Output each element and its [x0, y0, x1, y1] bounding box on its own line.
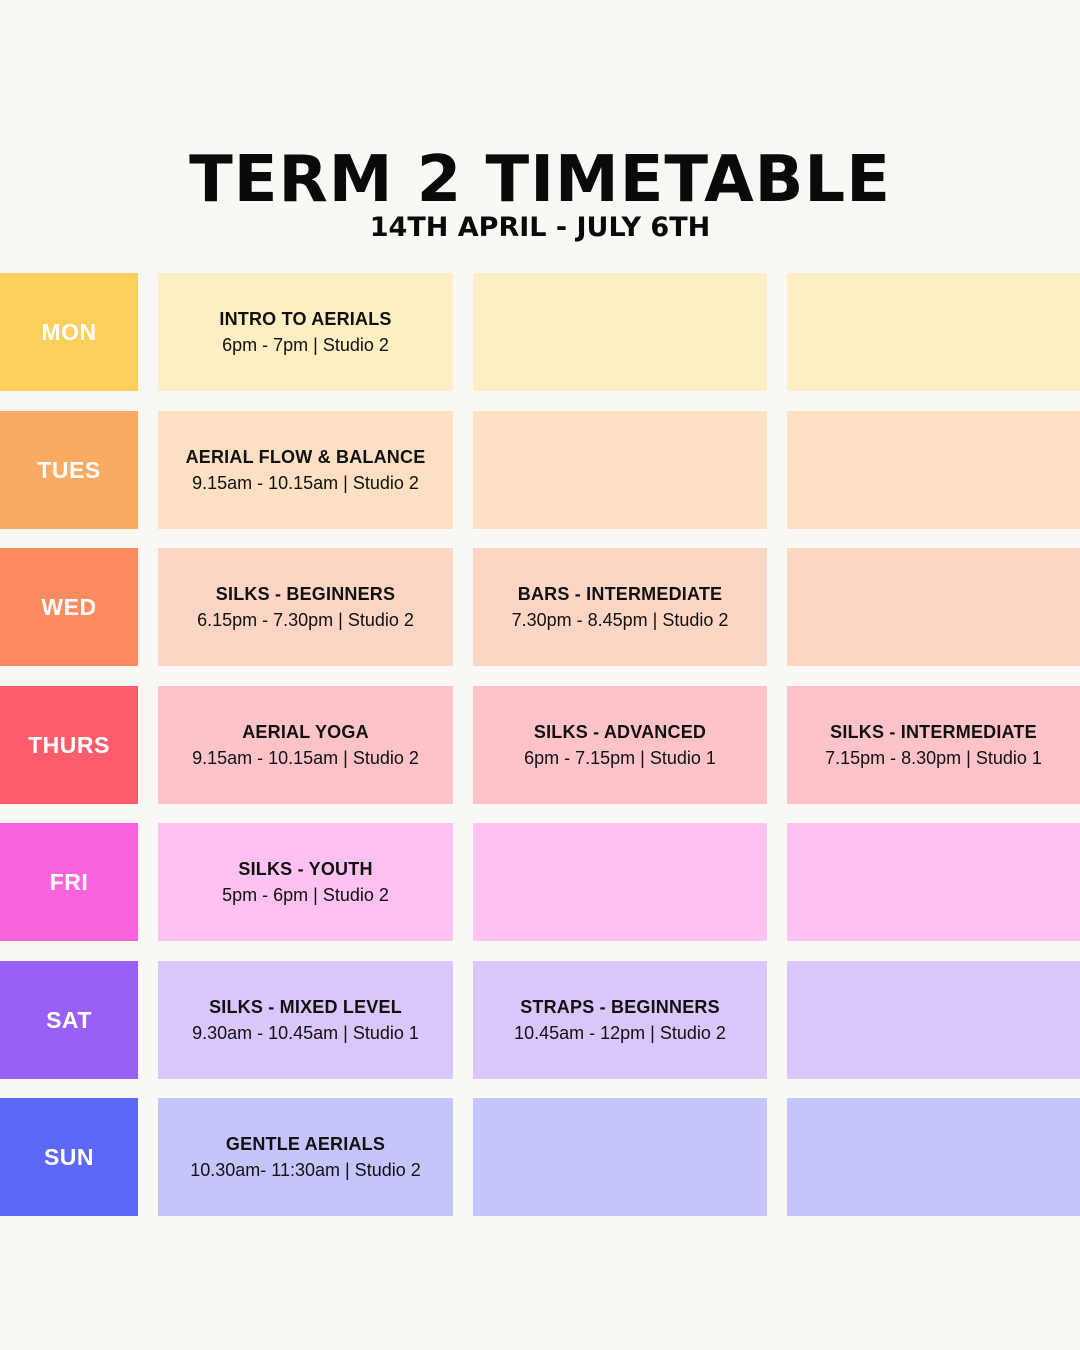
- day-row-fri: FRI SILKS - YOUTH 5pm - 6pm | Studio 2: [0, 823, 1080, 941]
- class-slot: AERIAL FLOW & BALANCE 9.15am - 10.15am | …: [158, 411, 453, 529]
- class-slot: STRAPS - BEGINNERS 10.45am - 12pm | Studi…: [473, 961, 767, 1079]
- empty-slot: [473, 823, 767, 941]
- page-title: TERM 2 TIMETABLE: [189, 143, 891, 217]
- class-name: SILKS - ADVANCED: [533, 722, 707, 742]
- class-name: GENTLE AERIALS: [225, 1134, 386, 1154]
- class-name: INTRO TO AERIALS: [219, 309, 392, 329]
- class-time-studio: 6pm - 7pm | Studio 2: [222, 335, 389, 355]
- empty-slot: [787, 411, 1080, 529]
- class-slot: INTRO TO AERIALS 6pm - 7pm | Studio 2: [158, 273, 453, 391]
- day-row-sat: SAT SILKS - MIXED LEVEL 9.30am - 10.45am |…: [0, 961, 1080, 1079]
- day-label: SUN: [0, 1098, 138, 1216]
- empty-slot: [787, 1098, 1080, 1216]
- class-name: SILKS - INTERMEDIATE: [830, 722, 1037, 742]
- day-label: TUES: [0, 411, 138, 529]
- class-slot: AERIAL YOGA 9.15am - 10.15am | Studio 2: [158, 686, 453, 804]
- class-name: AERIAL YOGA: [242, 722, 369, 742]
- day-label: THURS: [0, 686, 138, 804]
- class-time-studio: 5pm - 6pm | Studio 2: [222, 885, 389, 905]
- class-time-studio: 9.30am - 10.45am | Studio 1: [192, 1023, 419, 1043]
- class-time-studio: 9.15am - 10.15am | Studio 2: [192, 473, 419, 493]
- class-time-studio: 7.15pm - 8.30pm | Studio 1: [825, 748, 1042, 768]
- class-time-studio: 6pm - 7.15pm | Studio 1: [524, 748, 716, 768]
- class-time-studio: 10.30am- 11:30am | Studio 2: [190, 1160, 421, 1180]
- class-slot: GENTLE AERIALS 10.30am- 11:30am | Studio …: [158, 1098, 453, 1216]
- empty-slot: [787, 961, 1080, 1079]
- day-label: WED: [0, 548, 138, 666]
- class-name: SILKS - YOUTH: [238, 859, 373, 879]
- day-row-wed: WED SILKS - BEGINNERS 6.15pm - 7.30pm | St…: [0, 548, 1080, 666]
- class-slot: SILKS - MIXED LEVEL 9.30am - 10.45am | St…: [158, 961, 453, 1079]
- day-row-mon: MON INTRO TO AERIALS 6pm - 7pm | Studio 2: [0, 273, 1080, 391]
- day-label: SAT: [0, 961, 138, 1079]
- class-slot: SILKS - INTERMEDIATE 7.15pm - 8.30pm | St…: [787, 686, 1080, 804]
- day-row-thurs: THURS AERIAL YOGA 9.15am - 10.15am | Studi…: [0, 686, 1080, 804]
- empty-slot: [787, 823, 1080, 941]
- class-name: AERIAL FLOW & BALANCE: [185, 447, 426, 467]
- empty-slot: [787, 273, 1080, 391]
- day-row-sun: SUN GENTLE AERIALS 10.30am- 11:30am | Stud…: [0, 1098, 1080, 1216]
- empty-slot: [473, 1098, 767, 1216]
- day-label: MON: [0, 273, 138, 391]
- class-time-studio: 9.15am - 10.15am | Studio 2: [192, 748, 419, 768]
- class-slot: SILKS - YOUTH 5pm - 6pm | Studio 2: [158, 823, 453, 941]
- class-time-studio: 7.30pm - 8.45pm | Studio 2: [511, 610, 729, 630]
- day-label: FRI: [0, 823, 138, 941]
- day-row-tues: TUES AERIAL FLOW & BALANCE 9.15am - 10.15a…: [0, 411, 1080, 529]
- empty-slot: [473, 411, 767, 529]
- class-name: SILKS - BEGINNERS: [215, 584, 396, 604]
- class-name: SILKS - MIXED LEVEL: [209, 997, 402, 1017]
- term-dates: 14TH APRIL - JULY 6TH: [369, 212, 711, 243]
- class-time-studio: 10.45am - 12pm | Studio 2: [514, 1023, 726, 1043]
- class-slot: SILKS - ADVANCED 6pm - 7.15pm | Studio 1: [473, 686, 767, 804]
- empty-slot: [473, 273, 767, 391]
- class-name: BARS - INTERMEDIATE: [517, 584, 723, 604]
- class-slot: BARS - INTERMEDIATE 7.30pm - 8.45pm | Stu…: [473, 548, 767, 666]
- class-time-studio: 6.15pm - 7.30pm | Studio 2: [197, 610, 414, 630]
- class-slot: SILKS - BEGINNERS 6.15pm - 7.30pm | Studi…: [158, 548, 453, 666]
- class-name: STRAPS - BEGINNERS: [520, 997, 720, 1017]
- empty-slot: [787, 548, 1080, 666]
